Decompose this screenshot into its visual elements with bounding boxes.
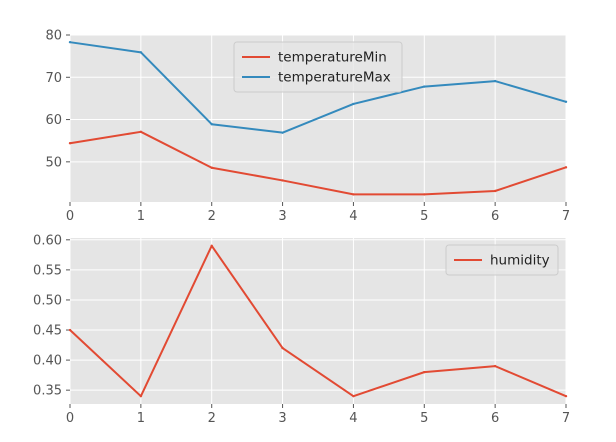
data-point-temperatureMin (352, 193, 355, 196)
x-tick-label: 6 (491, 411, 499, 426)
y-tick-label: 0.60 (33, 233, 62, 248)
y-tick-label: 0.50 (33, 293, 62, 308)
y-tick-label: 80 (45, 29, 62, 44)
data-point-temperatureMin (493, 189, 497, 193)
data-point-temperatureMin (210, 166, 213, 169)
x-tick-label: 6 (491, 209, 499, 224)
data-point-humidity (210, 244, 213, 248)
legend-label: temperatureMin (278, 50, 387, 66)
y-tick-label: 0.35 (33, 384, 62, 399)
x-tick-label: 2 (208, 209, 216, 224)
x-tick-label: 0 (66, 209, 74, 224)
data-point-temperatureMax (352, 102, 355, 106)
x-tick-label: 7 (562, 209, 570, 224)
x-tick-label: 4 (349, 209, 357, 224)
data-point-temperatureMin (68, 142, 72, 145)
x-tick-label: 7 (562, 411, 570, 426)
x-tick-label: 5 (420, 411, 428, 426)
x-tick-label: 0 (66, 411, 74, 426)
x-tick-label: 1 (137, 209, 145, 224)
x-tick-label: 3 (278, 411, 286, 426)
humidity-chart: 0 1 2 3 4 5 6 7 0.35 0.40 0.45 0.50 0.55 0.60 humidity (33, 233, 570, 426)
legend: temperatureMin temperatureMax (233, 41, 403, 93)
data-point-humidity (493, 364, 497, 368)
x-tick-label: 3 (278, 209, 286, 224)
x-tick-label: 5 (420, 209, 428, 224)
data-point-temperatureMin (564, 166, 568, 169)
y-tick-label: 60 (45, 113, 62, 128)
y-tick-label: 50 (45, 155, 62, 170)
y-tick-label: 0.40 (33, 354, 62, 369)
y-tick-label: 0.45 (33, 324, 62, 339)
data-point-humidity (352, 394, 355, 398)
data-point-humidity (281, 346, 284, 350)
x-tick-label: 2 (208, 411, 216, 426)
temperature-chart: 0 1 2 3 4 5 6 750607080temperatureMintemperatur… (45, 29, 570, 225)
y-tick-label: 0.55 (33, 263, 62, 278)
series-line-humidity (69, 244, 567, 398)
legend: humidity (445, 244, 559, 276)
legend-label: humidity (490, 253, 550, 269)
data-point-temperatureMax (493, 79, 497, 83)
data-point-temperatureMax (564, 100, 568, 104)
data-point-temperatureMax (423, 85, 426, 88)
x-tick-label: 4 (349, 411, 357, 426)
data-point-temperatureMax (68, 40, 72, 44)
data-point-humidity (68, 328, 72, 332)
legend-box (445, 244, 559, 276)
y-tick-label: 70 (45, 71, 62, 86)
x-tick-label: 1 (137, 411, 145, 426)
legend-box (233, 41, 403, 93)
data-point-humidity (139, 394, 143, 398)
data-point-temperatureMax (139, 51, 143, 54)
data-point-temperatureMin (423, 193, 426, 196)
data-point-humidity (423, 370, 426, 374)
data-point-temperatureMin (281, 179, 284, 182)
data-point-temperatureMin (139, 130, 143, 134)
legend-label: temperatureMax (278, 70, 391, 86)
series-line-temperatureMax (69, 41, 567, 134)
series-line-temperatureMin (69, 130, 567, 196)
data-point-temperatureMax (281, 131, 284, 134)
data-point-humidity (564, 394, 568, 398)
data-point-temperatureMax (210, 123, 213, 126)
